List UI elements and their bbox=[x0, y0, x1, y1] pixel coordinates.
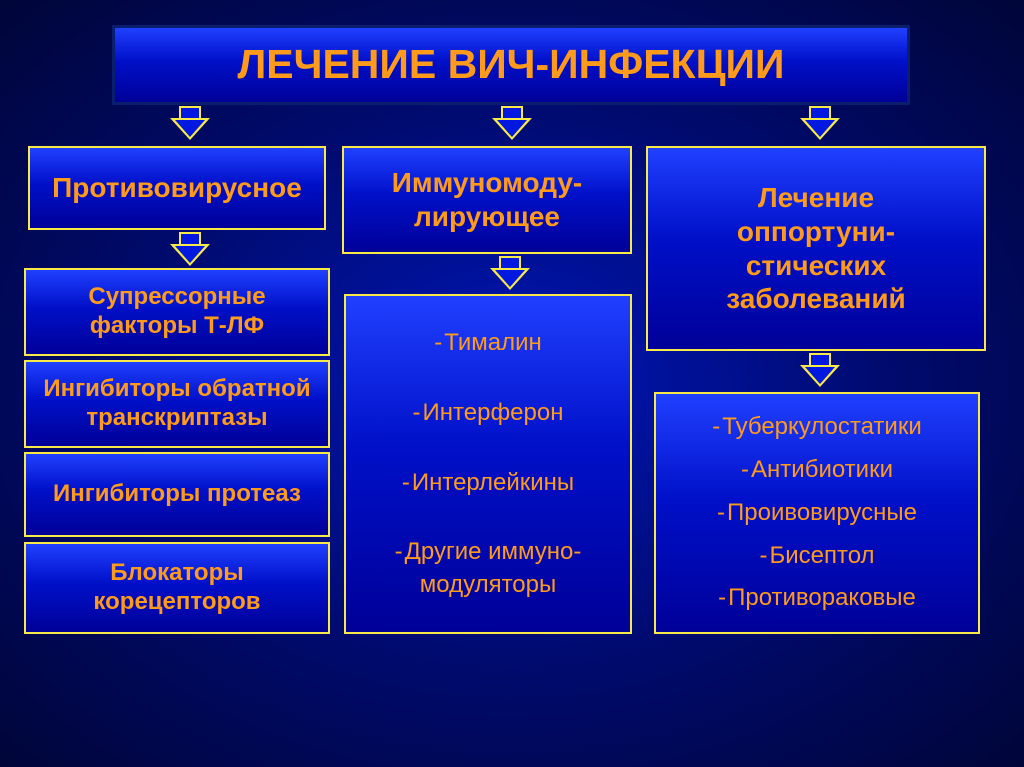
category-immunomodulating: Иммуномоду-лирующее bbox=[342, 146, 632, 254]
list-item: -Другие иммуно-модуляторы bbox=[395, 536, 582, 601]
antiviral-item-1-label: Супрессорныефакторы Т-ЛФ bbox=[88, 283, 265, 341]
dash-icon: - bbox=[718, 584, 728, 611]
dash-icon: - bbox=[413, 399, 423, 426]
category-immunomodulating-label: Иммуномоду-лирующее bbox=[392, 166, 583, 233]
arrow-title-to-c3 bbox=[800, 106, 840, 142]
antiviral-item-1: Супрессорныефакторы Т-ЛФ bbox=[24, 268, 330, 356]
category-antiviral: Противовирусное bbox=[28, 146, 326, 230]
title-text: ЛЕЧЕНИЕ ВИЧ-ИНФЕКЦИИ bbox=[238, 40, 785, 89]
title-box: ЛЕЧЕНИЕ ВИЧ-ИНФЕКЦИИ bbox=[112, 25, 910, 105]
category-antiviral-label: Противовирусное bbox=[52, 171, 302, 205]
antiviral-item-4: Блокаторыкорецепторов bbox=[24, 542, 330, 634]
immuno-list-box: -Тималин -Интерферон -Интерлейкины -Другие … bbox=[344, 294, 632, 634]
dash-icon: - bbox=[759, 542, 769, 569]
antiviral-item-2-label: Ингибиторы обратнойтранскриптазы bbox=[43, 375, 310, 433]
list-item: -Интерлейкины bbox=[402, 467, 574, 499]
dash-icon: - bbox=[741, 456, 751, 483]
category-opportunistic: Лечениеоппортуни-стическихзаболеваний bbox=[646, 146, 986, 351]
arrow-c2-to-list bbox=[490, 256, 530, 292]
arrow-title-to-c1 bbox=[170, 106, 210, 142]
list-item: -Интерферон bbox=[413, 397, 564, 429]
list-item: -Бисептол bbox=[759, 540, 874, 572]
list-item: -Противораковые bbox=[718, 582, 916, 614]
list-item: -Туберкулостатики bbox=[712, 411, 921, 443]
dash-icon: - bbox=[712, 413, 722, 440]
arrow-c1-to-items bbox=[170, 232, 210, 268]
arrow-title-to-c2 bbox=[492, 106, 532, 142]
dash-icon: - bbox=[434, 329, 444, 356]
arrow-c3-to-list bbox=[800, 353, 840, 389]
list-item: -Проивовирусные bbox=[717, 497, 917, 529]
list-item: -Тималин bbox=[434, 327, 542, 359]
antiviral-item-3-label: Ингибиторы протеаз bbox=[53, 480, 301, 509]
antiviral-item-2: Ингибиторы обратнойтранскриптазы bbox=[24, 360, 330, 448]
category-opportunistic-label: Лечениеоппортуни-стическихзаболеваний bbox=[726, 181, 906, 315]
list-item: -Антибиотики bbox=[741, 454, 893, 486]
antiviral-item-4-label: Блокаторыкорецепторов bbox=[93, 559, 260, 617]
dash-icon: - bbox=[402, 469, 412, 496]
antiviral-item-3: Ингибиторы протеаз bbox=[24, 452, 330, 537]
opportunistic-list-box: -Туберкулостатики -Антибиотики -Проивовиру… bbox=[654, 392, 980, 634]
dash-icon: - bbox=[717, 499, 727, 526]
dash-icon: - bbox=[395, 538, 405, 565]
